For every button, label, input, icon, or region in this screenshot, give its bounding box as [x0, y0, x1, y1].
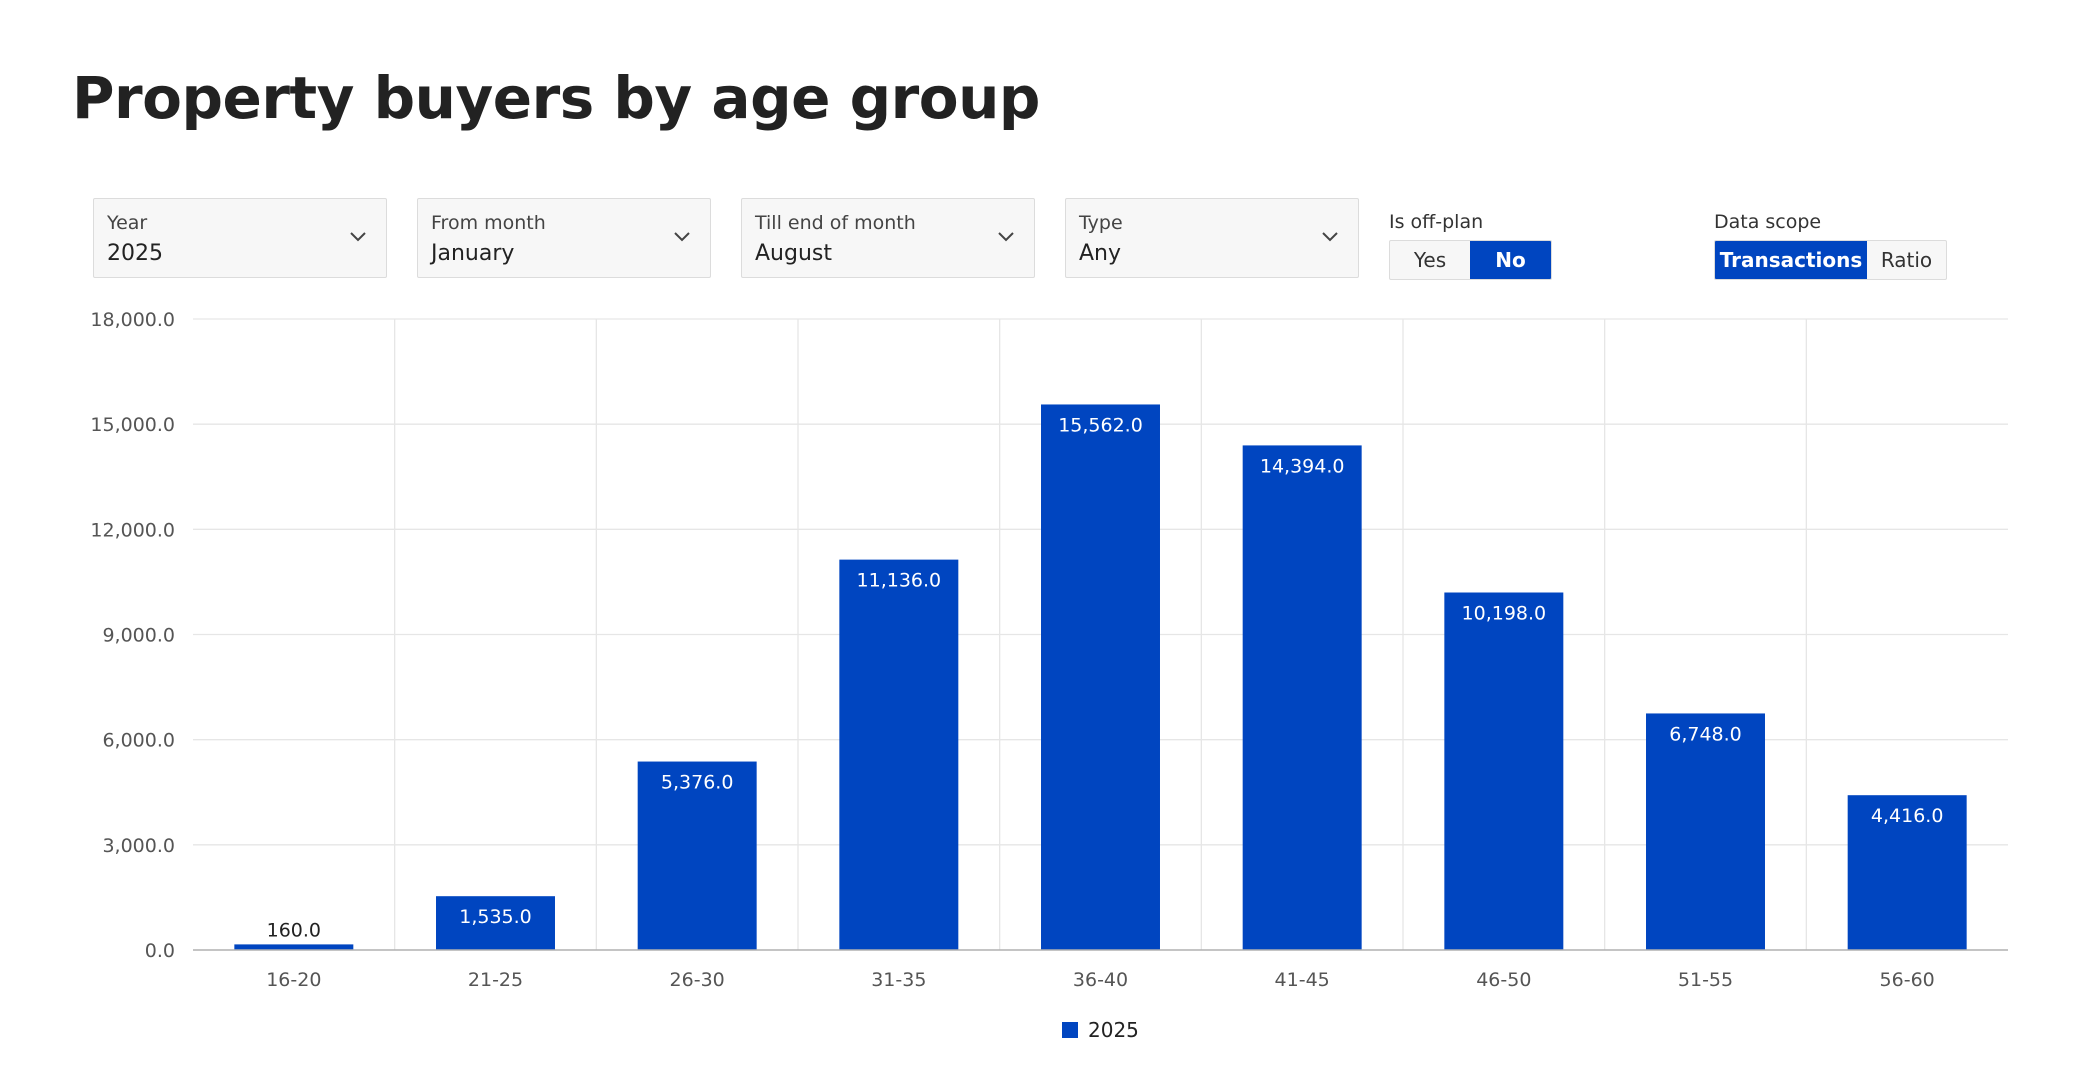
chevron-down-icon: [674, 232, 690, 242]
bar[interactable]: [637, 761, 757, 950]
x-tick-label: 46-50: [1476, 969, 1531, 991]
data-scope-toggle[interactable]: Transactions Ratio: [1714, 240, 1947, 280]
off-plan-no-button[interactable]: No: [1470, 241, 1551, 279]
y-tick-label: 15,000.0: [90, 414, 175, 436]
from-month-value: January: [431, 241, 515, 266]
bar[interactable]: [234, 944, 354, 950]
data-scope-ratio-button[interactable]: Ratio: [1880, 248, 1933, 272]
off-plan-toggle[interactable]: Yes No: [1389, 240, 1552, 280]
x-tick-label: 16-20: [266, 969, 321, 991]
x-tick-label: 31-35: [871, 969, 926, 991]
year-value: 2025: [107, 241, 163, 266]
page-title: Property buyers by age group: [72, 64, 1040, 132]
type-value: Any: [1079, 241, 1122, 266]
x-tick-label: 36-40: [1073, 969, 1128, 991]
type-label: Type: [1079, 212, 1123, 234]
chevron-down-icon: [1322, 232, 1338, 242]
chevron-down-icon: [998, 232, 1014, 242]
bar-value-label: 14,394.0: [1260, 455, 1345, 477]
y-tick-label: 18,000.0: [90, 309, 175, 331]
bar-value-label: 1,535.0: [459, 906, 532, 928]
till-month-select[interactable]: Till end of month August: [741, 198, 1035, 278]
bar[interactable]: [1444, 592, 1564, 950]
x-tick-label: 26-30: [670, 969, 725, 991]
x-tick-label: 51-55: [1678, 969, 1733, 991]
bar-value-label: 10,198.0: [1462, 603, 1547, 625]
x-tick-label: 21-25: [468, 969, 523, 991]
type-select[interactable]: Type Any: [1065, 198, 1359, 278]
year-label: Year: [107, 212, 148, 234]
y-tick-label: 9,000.0: [102, 625, 175, 647]
bar[interactable]: [1041, 404, 1160, 950]
bar-value-label: 160.0: [267, 919, 321, 941]
legend-swatch: [1062, 1022, 1078, 1038]
data-scope-label: Data scope: [1714, 211, 1822, 233]
bar[interactable]: [1847, 795, 1967, 950]
legend-series-name: 2025: [1088, 1018, 1139, 1042]
bar-value-label: 4,416.0: [1871, 805, 1944, 827]
bar-value-label: 15,562.0: [1058, 414, 1143, 436]
chevron-down-icon: [350, 232, 366, 242]
from-month-select[interactable]: From month January: [417, 198, 711, 278]
year-select[interactable]: Year 2025: [93, 198, 387, 278]
bar[interactable]: [1242, 445, 1362, 950]
till-month-value: August: [755, 241, 832, 266]
off-plan-yes-button[interactable]: Yes: [1413, 248, 1447, 272]
bar-value-label: 6,748.0: [1669, 723, 1742, 745]
y-tick-label: 12,000.0: [90, 519, 175, 541]
y-tick-label: 6,000.0: [102, 730, 175, 752]
x-tick-label: 41-45: [1275, 969, 1330, 991]
data-scope-transactions-button[interactable]: Transactions: [1715, 241, 1867, 279]
x-tick-label: 56-60: [1880, 969, 1935, 991]
bar-value-label: 11,136.0: [857, 570, 942, 592]
off-plan-label: Is off-plan: [1389, 211, 1484, 233]
legend[interactable]: 2025: [1062, 1018, 1139, 1042]
bar[interactable]: [839, 559, 959, 950]
till-month-label: Till end of month: [755, 212, 916, 234]
y-tick-label: 0.0: [145, 940, 175, 962]
bar[interactable]: [436, 896, 555, 950]
bar[interactable]: [1646, 713, 1765, 950]
from-month-label: From month: [431, 212, 546, 234]
bar-value-label: 5,376.0: [661, 772, 734, 794]
y-tick-label: 3,000.0: [102, 835, 175, 857]
